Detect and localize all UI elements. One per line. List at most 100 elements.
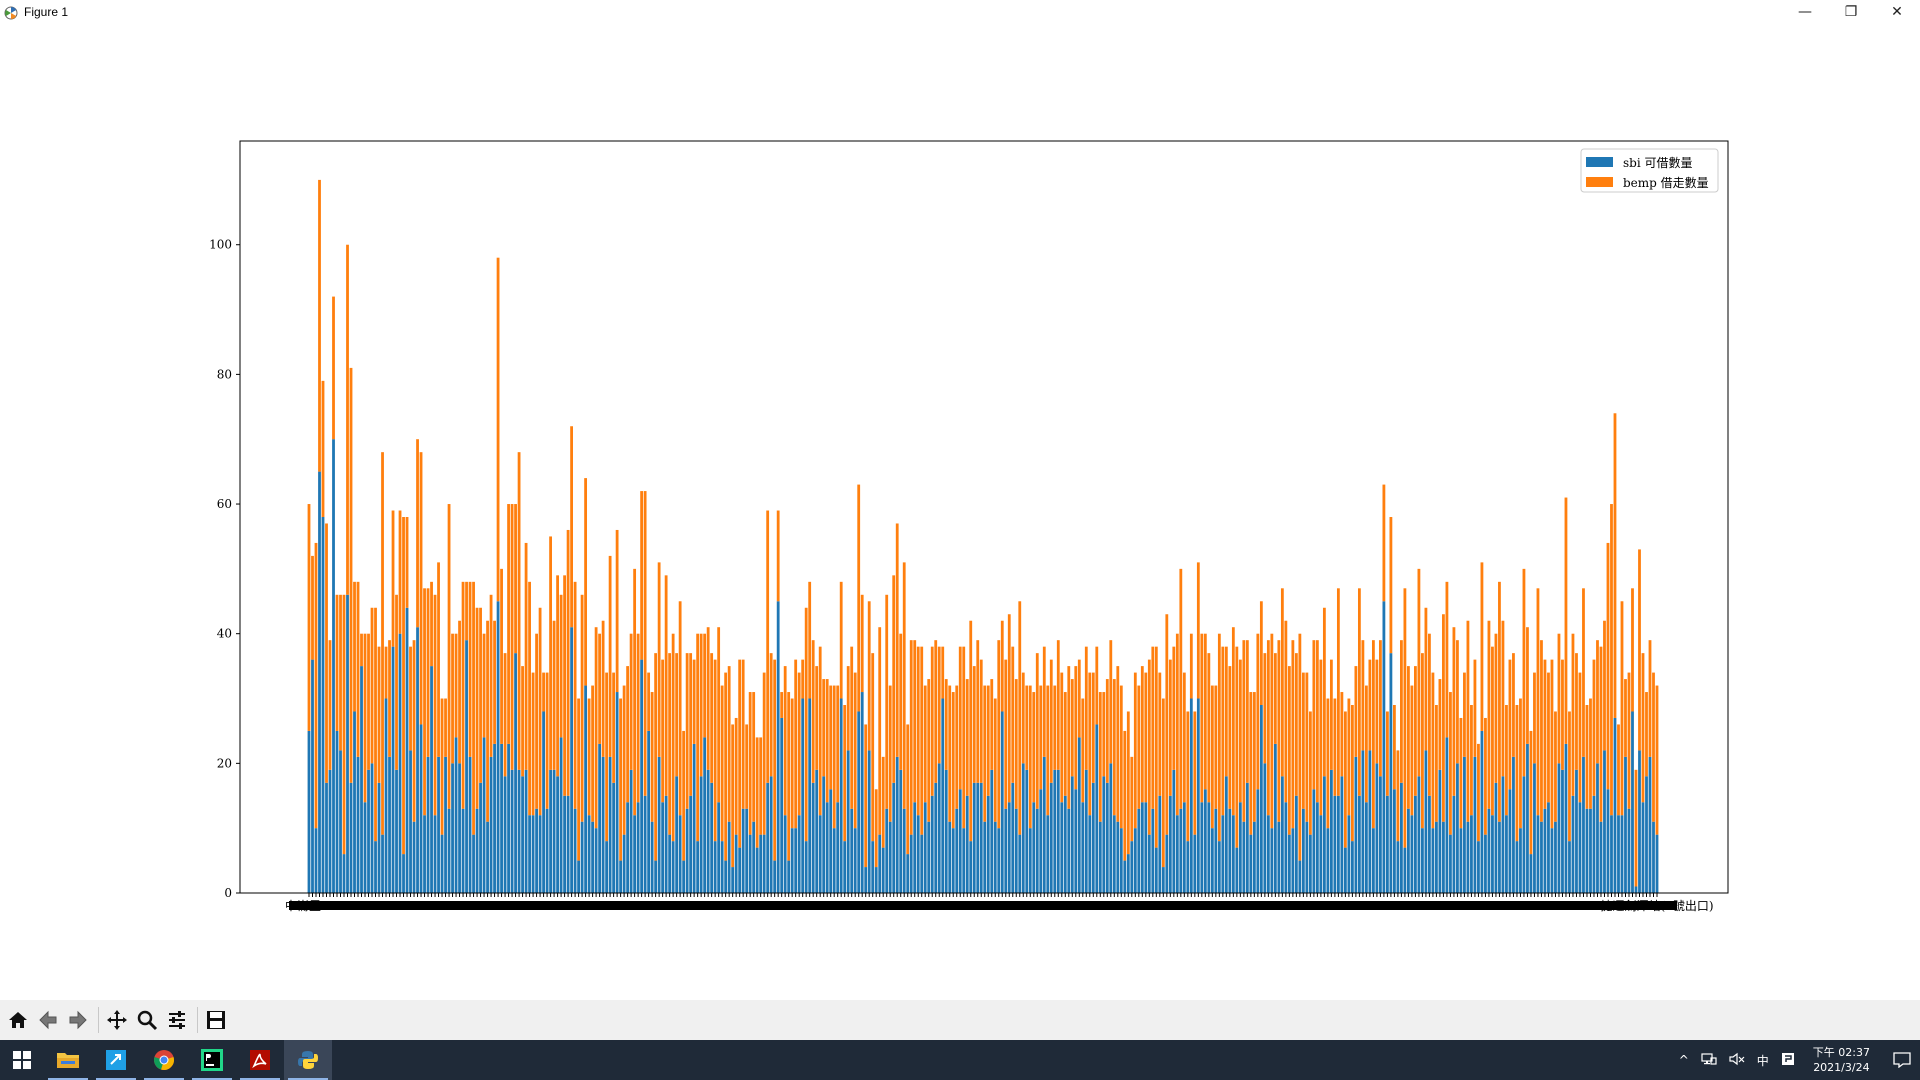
notification-center-button[interactable] bbox=[1884, 1040, 1920, 1080]
bar-bemp bbox=[1620, 601, 1624, 816]
taskbar-python[interactable] bbox=[284, 1040, 332, 1080]
bar-bemp bbox=[1357, 588, 1361, 796]
taskbar-file-explorer[interactable] bbox=[44, 1040, 92, 1080]
tray-overflow-chevron[interactable]: ^ bbox=[1678, 1053, 1689, 1067]
bar-bemp bbox=[1470, 705, 1473, 816]
window-title: Figure 1 bbox=[24, 5, 69, 19]
bar-sbi bbox=[1070, 776, 1074, 893]
bar-bemp bbox=[857, 484, 861, 712]
axes-group: 0 20 40 60 80 100 中崙里一 捷運劍潭站(2號出口) bbox=[209, 140, 1729, 913]
navigation-toolbar bbox=[0, 1000, 1920, 1040]
bar-bemp bbox=[1361, 640, 1365, 751]
bar-sbi bbox=[1487, 808, 1491, 893]
bar-sbi bbox=[549, 769, 552, 893]
bar-sbi bbox=[395, 769, 398, 893]
bar-bemp bbox=[1147, 659, 1151, 835]
bar-sbi bbox=[1410, 815, 1414, 893]
bar-bemp bbox=[1140, 666, 1144, 803]
bar-bemp bbox=[1224, 646, 1228, 777]
figure-canvas[interactable]: 0 20 40 60 80 100 中崙里一 捷運劍潭站(2號出口) sbi 可借數量 bemp… bbox=[0, 24, 1920, 1000]
bar-sbi bbox=[1147, 834, 1151, 893]
bar-bemp bbox=[1578, 672, 1582, 803]
taskbar-chrome[interactable] bbox=[140, 1040, 188, 1080]
input-method-icon[interactable] bbox=[1781, 1052, 1795, 1069]
pan-button[interactable] bbox=[103, 1006, 131, 1034]
bar-sbi bbox=[1273, 743, 1277, 893]
taskbar-acrobat[interactable] bbox=[236, 1040, 284, 1080]
bar-sbi bbox=[930, 795, 934, 893]
bar-sbi bbox=[1582, 756, 1585, 893]
bar-bemp bbox=[1487, 620, 1491, 809]
bar-sbi bbox=[608, 756, 612, 893]
bar-sbi bbox=[962, 828, 966, 893]
bar-sbi bbox=[752, 821, 756, 893]
bar-sbi bbox=[619, 860, 623, 893]
bar-bemp bbox=[717, 627, 721, 803]
network-icon[interactable] bbox=[1701, 1052, 1717, 1069]
bar-bemp bbox=[1599, 646, 1603, 822]
bar-bemp bbox=[1340, 692, 1344, 777]
bar-sbi bbox=[517, 769, 521, 893]
bar-bemp bbox=[941, 646, 945, 699]
bar-sbi bbox=[797, 815, 801, 893]
bar-bemp bbox=[1000, 620, 1004, 712]
bar-bemp bbox=[1032, 692, 1036, 803]
bar-bemp bbox=[556, 575, 559, 777]
bar-sbi bbox=[706, 769, 710, 893]
bar-sbi bbox=[1354, 756, 1358, 893]
bar-sbi bbox=[801, 698, 805, 893]
bar-bemp bbox=[671, 633, 675, 842]
bar-sbi bbox=[1217, 841, 1221, 893]
bar-bemp bbox=[1326, 698, 1330, 829]
bar-sbi bbox=[1249, 834, 1253, 893]
bar-sbi bbox=[1470, 815, 1473, 893]
bar-sbi bbox=[451, 763, 454, 893]
bar-sbi bbox=[318, 471, 321, 893]
bar-sbi bbox=[1266, 815, 1270, 893]
start-button[interactable] bbox=[0, 1040, 44, 1080]
bar-sbi bbox=[1519, 828, 1522, 893]
bar-bemp bbox=[1049, 659, 1053, 783]
bar-sbi bbox=[1407, 808, 1410, 893]
home-button[interactable] bbox=[4, 1006, 32, 1034]
bar-bemp bbox=[444, 698, 447, 757]
bar-bemp bbox=[1130, 756, 1134, 842]
zoom-button[interactable] bbox=[133, 1006, 161, 1034]
ime-indicator[interactable]: 中 bbox=[1756, 1053, 1769, 1068]
bar-bemp bbox=[622, 685, 626, 835]
system-clock[interactable]: 下午 02:37 2021/3/24 bbox=[1813, 1045, 1870, 1075]
bar-bemp bbox=[1347, 698, 1351, 816]
bar-bemp bbox=[1498, 581, 1501, 822]
back-button[interactable] bbox=[34, 1006, 62, 1034]
taskbar-remote-desktop[interactable] bbox=[92, 1040, 140, 1080]
save-button[interactable] bbox=[202, 1006, 230, 1034]
bar-sbi bbox=[622, 834, 626, 893]
bar-sbi bbox=[1463, 756, 1466, 893]
bar-sbi bbox=[1291, 828, 1295, 893]
bar-sbi bbox=[1378, 776, 1382, 893]
bar-bemp bbox=[577, 698, 581, 861]
bar-bemp bbox=[311, 555, 314, 660]
bar-sbi bbox=[965, 795, 969, 893]
bar-sbi bbox=[1105, 782, 1109, 893]
taskbar-pycharm[interactable] bbox=[188, 1040, 236, 1080]
close-button[interactable]: ✕ bbox=[1891, 4, 1903, 20]
bar-bemp bbox=[1463, 672, 1466, 757]
bar-sbi bbox=[790, 828, 794, 893]
bar-sbi bbox=[1480, 730, 1484, 893]
bar-sbi bbox=[1165, 834, 1169, 893]
minimize-button[interactable]: — bbox=[1798, 4, 1812, 20]
bar-sbi bbox=[636, 802, 640, 893]
bar-sbi bbox=[1459, 828, 1463, 893]
bar-bemp bbox=[573, 581, 577, 809]
bar-sbi bbox=[1305, 821, 1309, 893]
restore-button[interactable]: ❐ bbox=[1844, 4, 1858, 20]
bar-bemp bbox=[1645, 692, 1648, 777]
bar-bemp bbox=[1228, 666, 1232, 809]
configure-subplots-button[interactable] bbox=[163, 1006, 191, 1034]
bar-sbi bbox=[671, 841, 675, 893]
forward-button[interactable] bbox=[64, 1006, 92, 1034]
volume-muted-icon[interactable] bbox=[1729, 1052, 1745, 1069]
bar-sbi bbox=[507, 743, 510, 893]
bar-bemp bbox=[643, 491, 647, 796]
